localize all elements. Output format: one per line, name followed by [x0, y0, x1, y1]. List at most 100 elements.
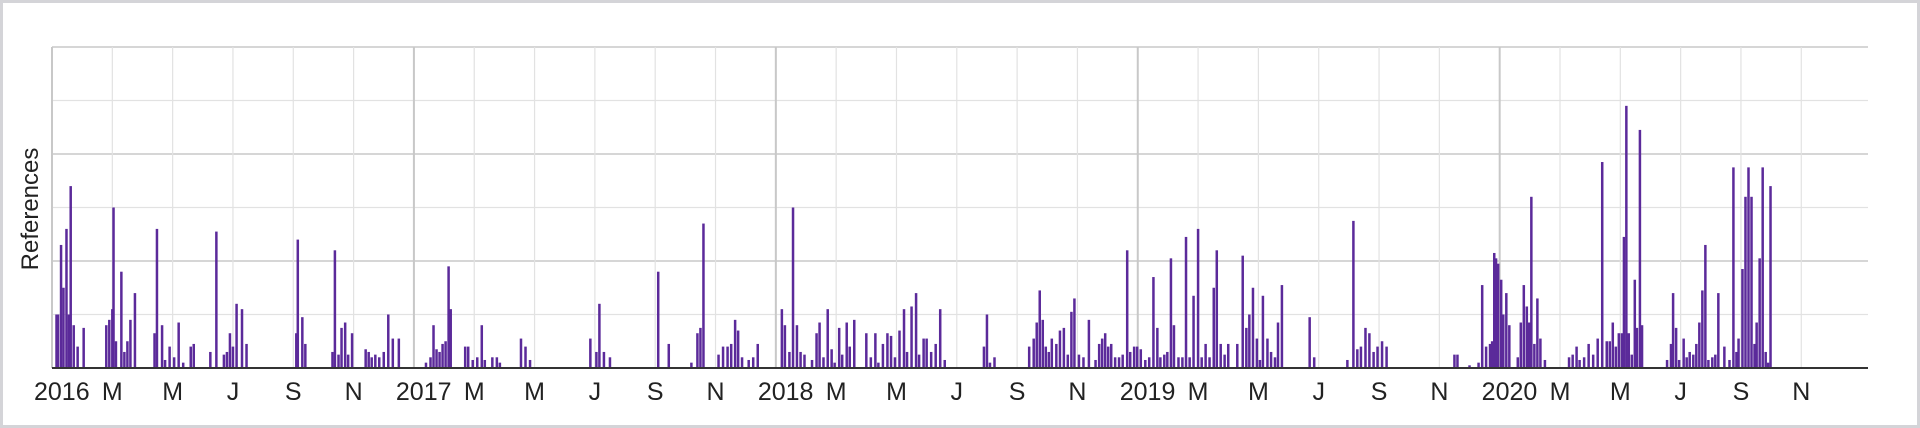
bar: [350, 333, 354, 368]
bar: [1519, 322, 1523, 368]
bar: [114, 341, 118, 368]
bar: [1058, 330, 1062, 368]
bar: [1269, 351, 1273, 368]
bar: [837, 327, 841, 369]
bar: [1087, 319, 1091, 368]
bar: [82, 327, 85, 369]
bar: [1755, 322, 1758, 368]
bar: [1608, 341, 1612, 368]
bar: [1477, 362, 1480, 368]
bar: [1245, 327, 1248, 369]
bar: [337, 354, 340, 369]
bar: [696, 333, 699, 368]
x-tick-label: S: [1371, 378, 1388, 406]
bar: [1516, 357, 1520, 368]
bar: [1251, 287, 1255, 368]
bar: [374, 354, 377, 369]
bar: [833, 362, 836, 368]
bar: [1027, 346, 1031, 368]
bar: [818, 322, 821, 368]
bar: [1359, 346, 1363, 368]
bar: [1117, 357, 1121, 368]
bar: [129, 319, 132, 368]
bar: [123, 351, 126, 368]
bar: [1717, 293, 1720, 368]
x-tick-label: J: [227, 378, 240, 406]
bar: [595, 351, 598, 368]
bar: [108, 319, 111, 368]
bar: [1106, 346, 1110, 368]
bar: [495, 357, 499, 368]
bar: [1674, 327, 1678, 369]
bar: [1280, 285, 1284, 368]
bar: [1698, 322, 1701, 368]
bar: [387, 314, 390, 368]
grid-lines: [51, 46, 1868, 369]
bar: [1255, 338, 1259, 368]
bar: [449, 309, 452, 368]
x-tick-label: N: [345, 378, 363, 406]
bar: [1723, 346, 1726, 368]
x-tick-label: J: [1312, 378, 1325, 406]
bar: [209, 351, 212, 368]
bar: [1543, 359, 1547, 368]
x-tick-label: M: [1610, 378, 1631, 406]
bar: [589, 338, 592, 368]
bar: [1346, 359, 1349, 368]
bar: [1041, 319, 1045, 368]
bar: [1144, 359, 1147, 368]
bar: [1128, 351, 1132, 368]
bar: [333, 250, 337, 368]
bar: [1172, 325, 1176, 368]
bar: [1669, 343, 1673, 368]
bar: [163, 359, 167, 368]
bar: [1484, 346, 1488, 368]
bar: [1062, 327, 1066, 369]
bar: [1766, 362, 1770, 368]
x-tick-label: M: [886, 378, 907, 406]
bar: [1499, 279, 1503, 368]
bar: [1578, 359, 1581, 368]
bar: [1047, 351, 1051, 368]
bar: [1620, 333, 1624, 368]
bar: [231, 346, 235, 368]
bar: [1522, 285, 1526, 368]
bar: [925, 338, 928, 368]
bar: [76, 346, 79, 368]
bar: [799, 351, 802, 368]
bar-series: [55, 105, 1772, 369]
bar: [1188, 357, 1191, 368]
bar: [55, 314, 58, 368]
bar: [914, 293, 918, 368]
bar: [1208, 357, 1211, 368]
bar: [524, 346, 527, 368]
bar: [1368, 333, 1371, 368]
bar: [1630, 354, 1634, 369]
x-tick-label: S: [647, 378, 664, 406]
bar: [1050, 338, 1054, 368]
bar: [397, 338, 401, 368]
bar: [240, 309, 244, 368]
bar: [740, 357, 744, 368]
bar: [1614, 346, 1618, 368]
bar: [480, 325, 484, 368]
bar: [1505, 293, 1508, 368]
x-tick-label: 2019: [1120, 378, 1176, 406]
x-tick-label: N: [706, 378, 724, 406]
bar: [929, 351, 933, 368]
bar: [447, 266, 450, 368]
bar: [1685, 357, 1688, 368]
bar: [471, 359, 474, 368]
x-tick-label: J: [589, 378, 602, 406]
bar: [1571, 354, 1574, 369]
bar: [1494, 258, 1498, 368]
bar: [160, 325, 164, 368]
bar: [1312, 357, 1316, 368]
bar: [1728, 359, 1731, 368]
bar: [1539, 338, 1542, 368]
bar: [889, 335, 893, 368]
bar: [120, 271, 123, 368]
bar: [441, 343, 444, 368]
bar: [367, 351, 370, 368]
bar: [815, 333, 818, 368]
